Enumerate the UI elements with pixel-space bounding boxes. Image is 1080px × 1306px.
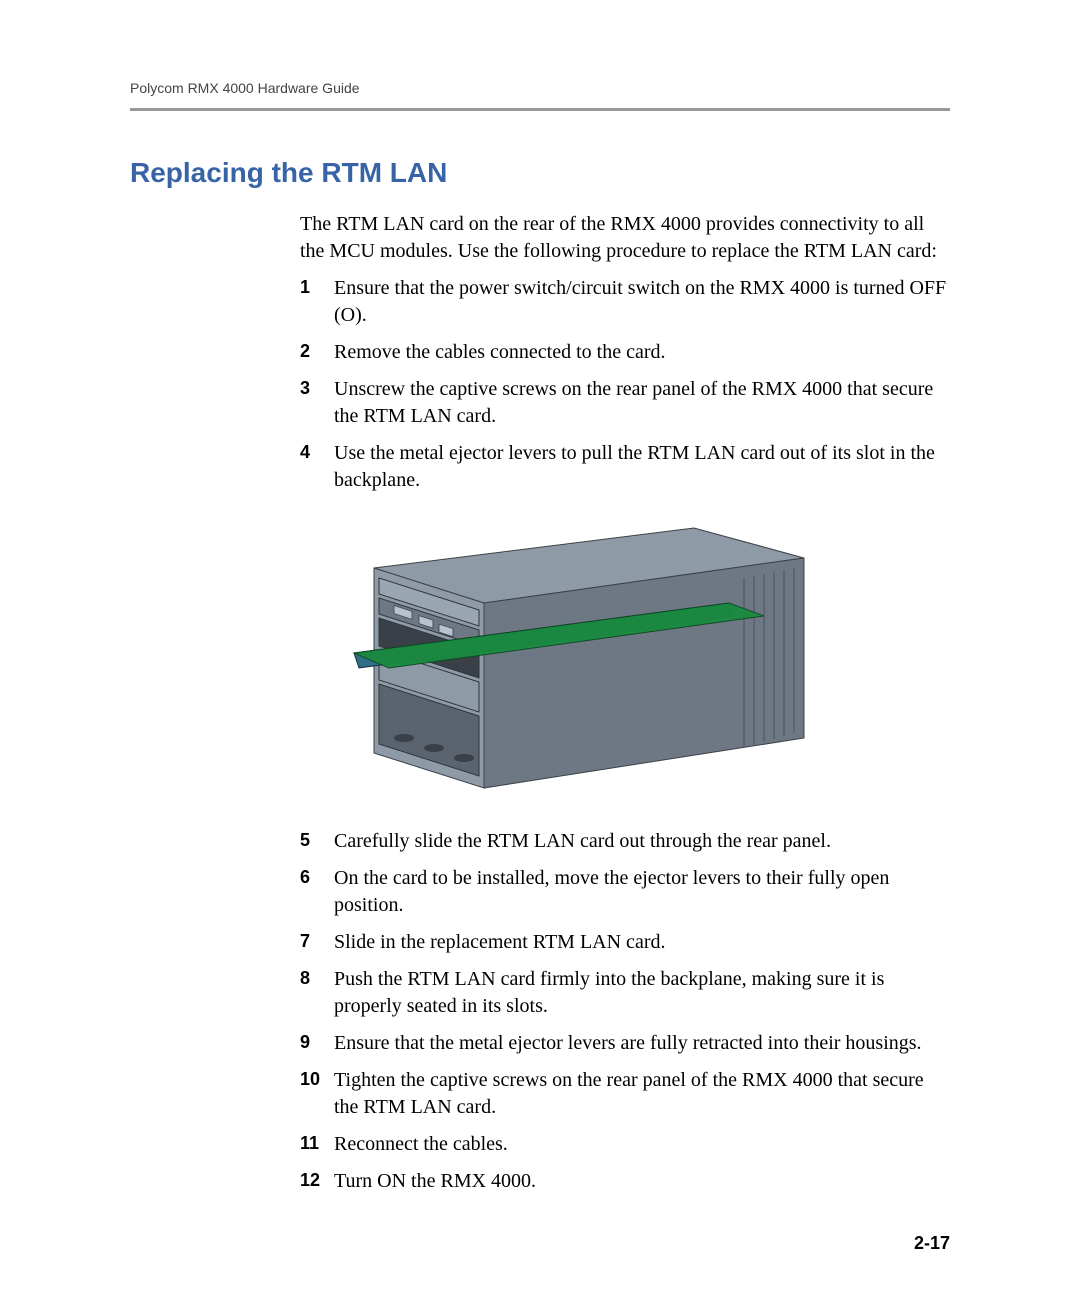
- step-number: 1: [300, 275, 310, 299]
- step-text: Remove the cables connected to the card.: [334, 341, 666, 363]
- step: 12 Turn ON the RMX 4000.: [300, 1168, 950, 1195]
- step-number: 3: [300, 376, 310, 400]
- step: 10 Tighten the captive screws on the rear…: [300, 1067, 950, 1121]
- step-number: 5: [300, 828, 310, 852]
- step-text: Tighten the captive screws on the rear p…: [334, 1069, 924, 1118]
- step-number: 9: [300, 1030, 310, 1054]
- step: 1 Ensure that the power switch/circuit sw…: [300, 275, 950, 329]
- step: 7 Slide in the replacement RTM LAN card.: [300, 929, 950, 956]
- step-list: 1 Ensure that the power switch/circuit sw…: [300, 275, 950, 1195]
- step: 5 Carefully slide the RTM LAN card out th…: [300, 828, 950, 855]
- step-number: 12: [300, 1168, 320, 1192]
- step-text: Ensure that the metal ejector levers are…: [334, 1032, 922, 1054]
- step-number: 4: [300, 440, 310, 464]
- step-text: Ensure that the power switch/circuit swi…: [334, 277, 946, 326]
- step-number: 11: [300, 1131, 319, 1155]
- running-head: Polycom RMX 4000 Hardware Guide: [130, 80, 950, 96]
- step-text: Use the metal ejector levers to pull the…: [334, 442, 935, 491]
- step-number: 7: [300, 929, 310, 953]
- step-number: 10: [300, 1067, 320, 1091]
- step: 9 Ensure that the metal ejector levers ar…: [300, 1030, 950, 1057]
- step-text: Push the RTM LAN card firmly into the ba…: [334, 968, 884, 1017]
- step-number: 2: [300, 339, 310, 363]
- step-text: Reconnect the cables.: [334, 1133, 508, 1155]
- intro-paragraph: The RTM LAN card on the rear of the RMX …: [300, 211, 950, 265]
- section-heading: Replacing the RTM LAN: [130, 157, 950, 189]
- step: 8 Push the RTM LAN card firmly into the b…: [300, 966, 950, 1020]
- header-rule: [130, 108, 950, 111]
- step: 11 Reconnect the cables.: [300, 1131, 950, 1158]
- page-number: 2-17: [914, 1233, 950, 1254]
- step: 4 Use the metal ejector levers to pull th…: [300, 440, 950, 494]
- step-text: Turn ON the RMX 4000.: [334, 1170, 536, 1192]
- step: 2 Remove the cables connected to the card…: [300, 339, 950, 366]
- step-text: On the card to be installed, move the ej…: [334, 867, 889, 916]
- step: 3 Unscrew the captive screws on the rear …: [300, 376, 950, 430]
- step-number: 8: [300, 966, 310, 990]
- figure-wrapper: [300, 508, 950, 808]
- step-number: 6: [300, 865, 310, 889]
- page: Polycom RMX 4000 Hardware Guide Replacin…: [0, 0, 1080, 1306]
- step: 6 On the card to be installed, move the e…: [300, 865, 950, 919]
- step-text: Unscrew the captive screws on the rear p…: [334, 378, 933, 427]
- hardware-figure: [334, 508, 814, 808]
- step-text: Carefully slide the RTM LAN card out thr…: [334, 830, 831, 852]
- step-text: Slide in the replacement RTM LAN card.: [334, 931, 665, 953]
